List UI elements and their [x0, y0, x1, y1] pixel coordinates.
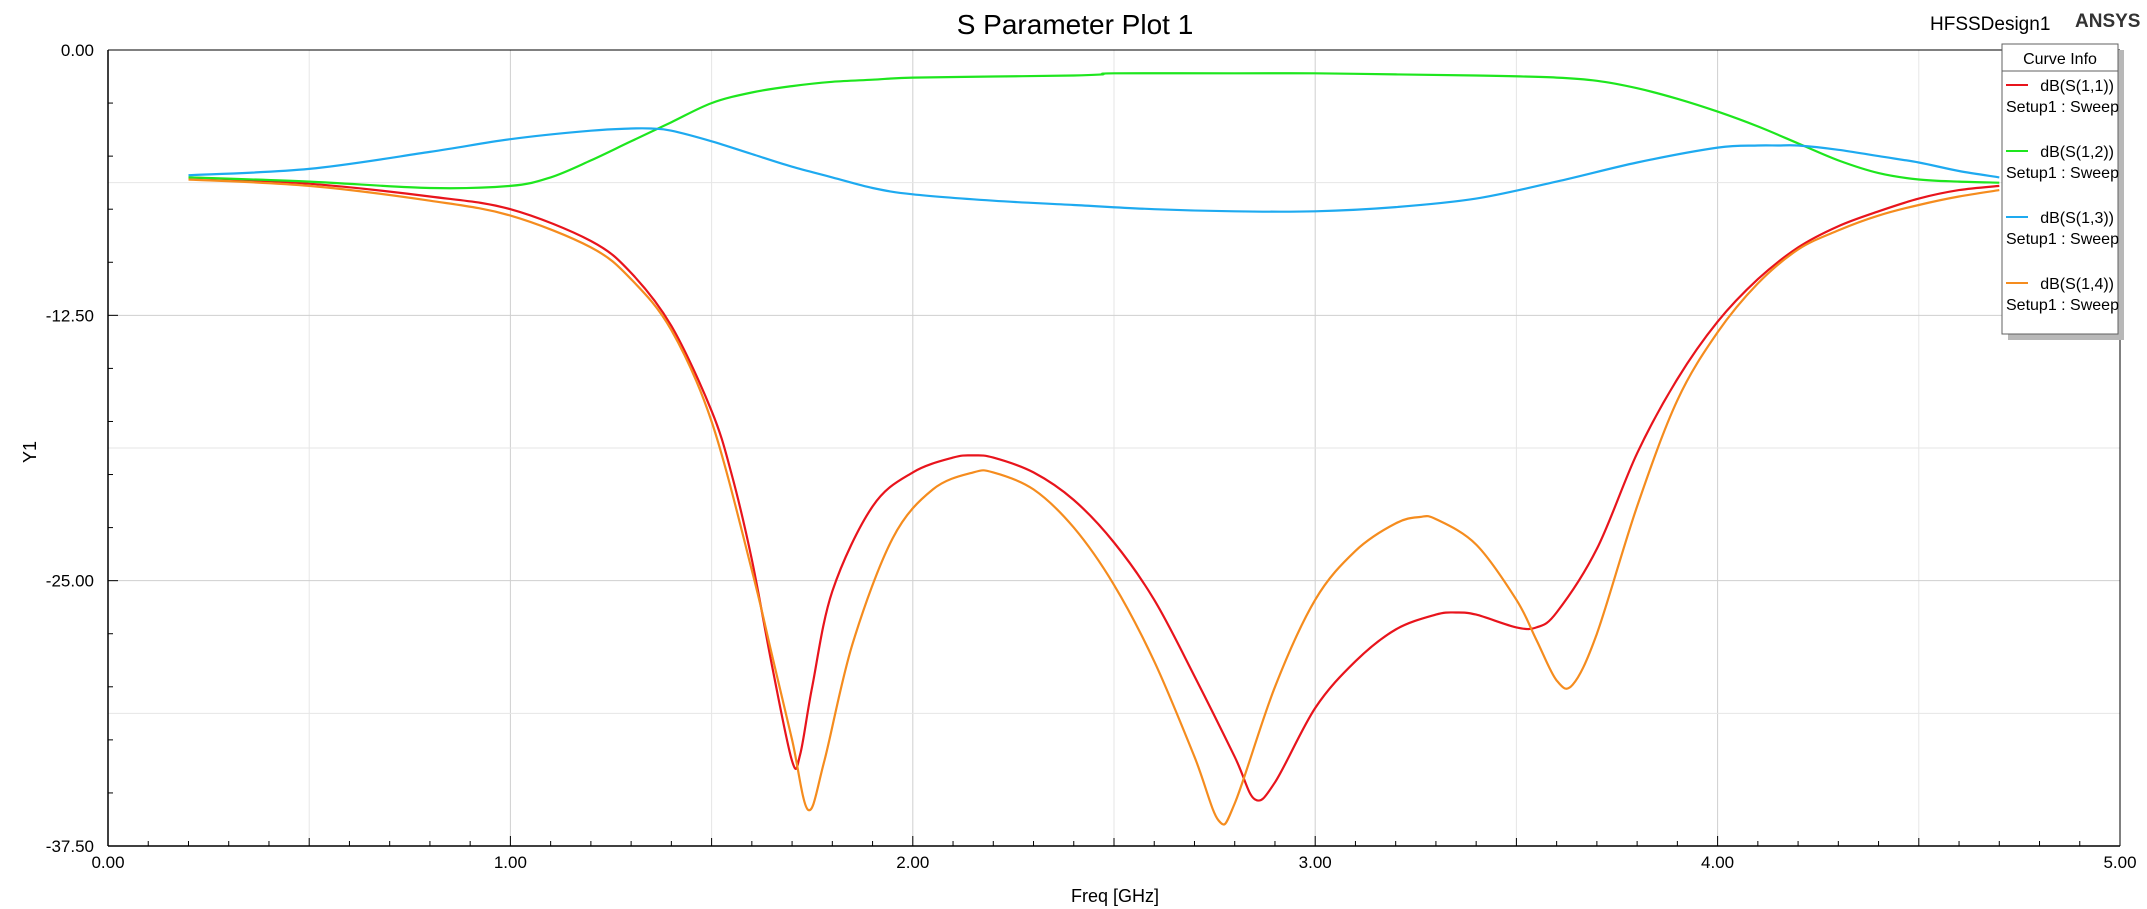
legend-entry-db-s-1-4[interactable]: dB(S(1,4)) Setup1 : Sweep	[2006, 276, 2119, 314]
series-line-db-s-1-3	[188, 127, 2000, 213]
x-tick-label: 4.00	[1701, 853, 1734, 872]
legend-series-name: dB(S(1,3))	[2040, 210, 2114, 227]
legend-series-sweep: Setup1 : Sweep	[2006, 297, 2119, 314]
series-line-db-s-1-1	[188, 176, 2000, 802]
series-lines	[188, 72, 2000, 826]
x-tick-label: 0.00	[91, 853, 124, 872]
legend-title: Curve Info	[2023, 51, 2097, 68]
x-tick-label: 3.00	[1299, 853, 1332, 872]
y-tick-label: -25.00	[46, 572, 94, 591]
y-tick-label: -37.50	[46, 837, 94, 856]
grid-lines	[107, 49, 2121, 847]
legend-entry-db-s-1-3[interactable]: dB(S(1,3)) Setup1 : Sweep	[2006, 210, 2119, 248]
y-axis-label: Y1	[20, 441, 40, 463]
series-line-db-s-1-4	[188, 178, 2000, 826]
legend-series-sweep: Setup1 : Sweep	[2006, 99, 2119, 116]
legend-series-name: dB(S(1,4))	[2040, 276, 2114, 293]
legend-series-sweep: Setup1 : Sweep	[2006, 165, 2119, 182]
chart-title: S Parameter Plot 1	[957, 9, 1194, 40]
y-tick-label: 0.00	[61, 41, 94, 60]
ansys-brand: ANSYS	[2075, 11, 2140, 32]
design-name: HFSSDesign1	[1930, 14, 2050, 35]
legend-series-name: dB(S(1,2))	[2040, 144, 2114, 161]
y-tick-label: -12.50	[46, 306, 94, 325]
x-tick-label: 5.00	[2103, 853, 2136, 872]
series-line-db-s-1-2	[188, 72, 2000, 190]
legend-series-name: dB(S(1,1))	[2040, 78, 2114, 95]
tick-labels: 0.00 1.00 2.00 3.00 4.00 5.00 0.00 -12.50 -25.00…	[46, 41, 2137, 872]
legend-entries: dB(S(1,1)) Setup1 : Sweep dB(S(1,2)) Setup1…	[2006, 78, 2119, 314]
legend-entry-db-s-1-1[interactable]: dB(S(1,1)) Setup1 : Sweep	[2006, 78, 2119, 116]
legend-entry-db-s-1-2[interactable]: dB(S(1,2)) Setup1 : Sweep	[2006, 144, 2119, 182]
x-tick-label: 2.00	[896, 853, 929, 872]
legend-series-sweep: Setup1 : Sweep	[2006, 231, 2119, 248]
legend-box	[2001, 43, 2119, 335]
x-axis-label: Freq [GHz]	[1071, 886, 1159, 906]
x-tick-label: 1.00	[494, 853, 527, 872]
curve-info-legend[interactable]: Curve Info dB(S(1,1))Setup1 : SweepdB(S(…	[2001, 43, 2124, 340]
